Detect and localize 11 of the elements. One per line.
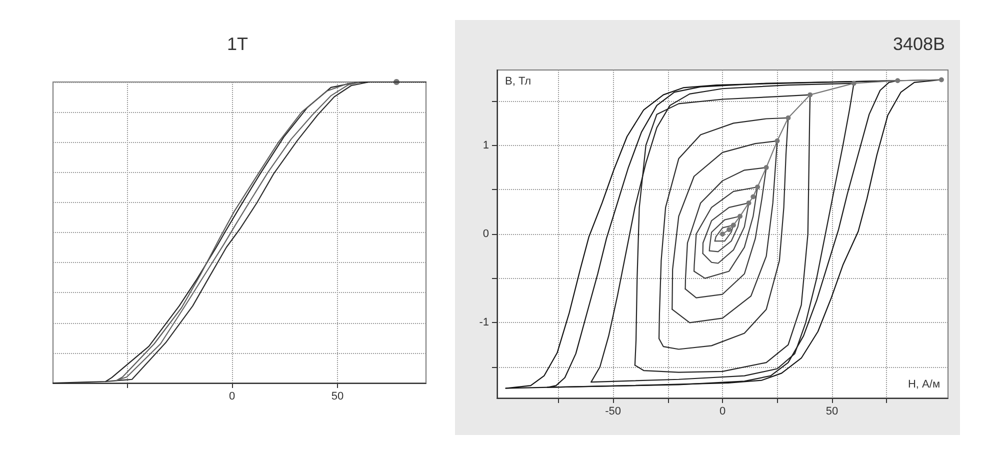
x-axis-title: H, А/м: [908, 378, 940, 390]
y-tick-label: 0: [482, 228, 489, 240]
x-tick-label: 50: [331, 390, 344, 402]
x-tick-label: 50: [826, 406, 838, 418]
y-tick-label: 1: [482, 139, 489, 152]
x-tick-label: -50: [605, 406, 621, 418]
y-axis-title: B, Тл: [505, 76, 532, 88]
chart-title: 3408B: [892, 34, 946, 54]
x-tick-label: 0: [719, 406, 726, 418]
y-tick-label: -1: [479, 316, 489, 329]
chart-title: 1T: [226, 34, 248, 54]
